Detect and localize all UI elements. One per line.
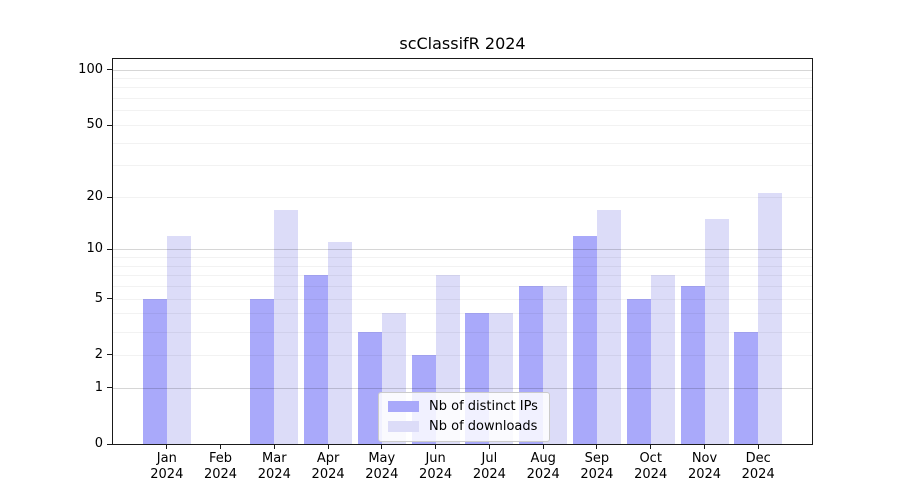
bar-nb-of-distinct-ips-may	[357, 331, 382, 444]
plot-area	[112, 58, 813, 445]
y-tick-label-0: 0	[94, 436, 103, 451]
y-tick-5	[107, 298, 112, 300]
y-tick-10	[107, 248, 112, 250]
bar-nb-of-downloads-sep	[596, 209, 621, 444]
x-tick-label-jan: Jan 2024	[150, 451, 184, 482]
x-tick-feb	[220, 445, 221, 449]
bar-nb-of-downloads-dec	[758, 193, 783, 444]
bar-nb-of-distinct-ips-sep	[572, 235, 597, 444]
bar-nb-of-distinct-ips-apr	[304, 275, 329, 444]
bar-nb-of-downloads-jan	[166, 235, 191, 444]
legend-swatch-downloads	[388, 421, 419, 432]
bar-nb-of-distinct-ips-mar	[250, 298, 275, 444]
x-tick-label-jun: Jun 2024	[419, 451, 453, 482]
y-tick-1	[107, 387, 112, 389]
gridline-major-100	[113, 69, 812, 71]
gridline-minor-70	[113, 98, 812, 100]
legend-item-downloads: Nb of downloads	[388, 419, 538, 434]
y-tick-label-10: 10	[86, 241, 103, 257]
x-tick-jul	[488, 445, 490, 449]
bar-nb-of-downloads-apr	[328, 242, 353, 444]
bar-nb-of-downloads-nov	[704, 219, 729, 444]
gridline-minor-30	[113, 165, 812, 167]
chart-title: scClassifR 2024	[399, 34, 526, 53]
y-tick-label-20: 20	[86, 189, 103, 204]
gridline-minor-60	[113, 110, 812, 112]
x-tick-label-mar: Mar 2024	[257, 451, 291, 482]
y-tick-label-5: 5	[94, 290, 103, 306]
x-tick-dec	[757, 445, 759, 449]
x-tick-label-aug: Aug 2024	[526, 451, 560, 482]
x-tick-jan	[166, 445, 168, 449]
x-tick-may	[381, 445, 383, 449]
legend-label-downloads: Nb of downloads	[429, 419, 538, 434]
y-tick-2	[107, 354, 112, 356]
y-tick-label-50: 50	[86, 117, 103, 132]
y-tick-label-100: 100	[78, 61, 103, 77]
x-tick-label-apr: Apr 2024	[311, 451, 345, 482]
x-tick-sep	[596, 445, 598, 449]
x-tick-label-dec: Dec 2024	[741, 451, 775, 482]
x-tick-label-sep: Sep 2024	[580, 451, 614, 482]
bar-nb-of-downloads-oct	[650, 275, 675, 444]
x-tick-label-feb: Feb 2024	[203, 451, 238, 482]
bar-nb-of-distinct-ips-nov	[680, 286, 705, 444]
gridline-minor-40	[113, 142, 812, 144]
bar-nb-of-distinct-ips-dec	[734, 331, 759, 444]
x-tick-label-may: May 2024	[365, 451, 399, 482]
x-tick-oct	[650, 445, 652, 449]
y-tick-label-1: 1	[94, 379, 103, 395]
legend-swatch-distinct-ips	[388, 401, 419, 412]
legend-label-distinct-ips: Nb of distinct IPs	[429, 399, 538, 414]
gridline-minor-20	[113, 197, 812, 198]
y-tick-50	[107, 124, 112, 126]
gridline-minor-90	[113, 78, 812, 79]
x-tick-jun	[435, 445, 437, 449]
x-tick-label-jul: Jul 2024	[472, 451, 506, 482]
bar-nb-of-distinct-ips-jan	[142, 298, 167, 444]
y-tick-label-2: 2	[94, 346, 103, 362]
x-tick-aug	[542, 445, 544, 449]
y-tick-20	[107, 196, 112, 198]
bar-nb-of-distinct-ips-oct	[626, 298, 651, 444]
x-tick-label-oct: Oct 2024	[634, 451, 668, 482]
bar-nb-of-downloads-mar	[274, 209, 299, 444]
gridline-minor-50	[113, 125, 812, 126]
x-tick-nov	[704, 445, 705, 449]
legend-item-distinct-ips: Nb of distinct IPs	[388, 399, 538, 414]
gridline-minor-80	[113, 87, 812, 89]
x-tick-label-nov: Nov 2024	[687, 451, 722, 482]
y-tick-100	[107, 69, 112, 70]
legend: Nb of distinct IPs Nb of downloads	[378, 392, 550, 442]
y-tick-0	[107, 443, 112, 445]
x-tick-mar	[273, 445, 275, 449]
x-tick-apr	[327, 445, 329, 449]
